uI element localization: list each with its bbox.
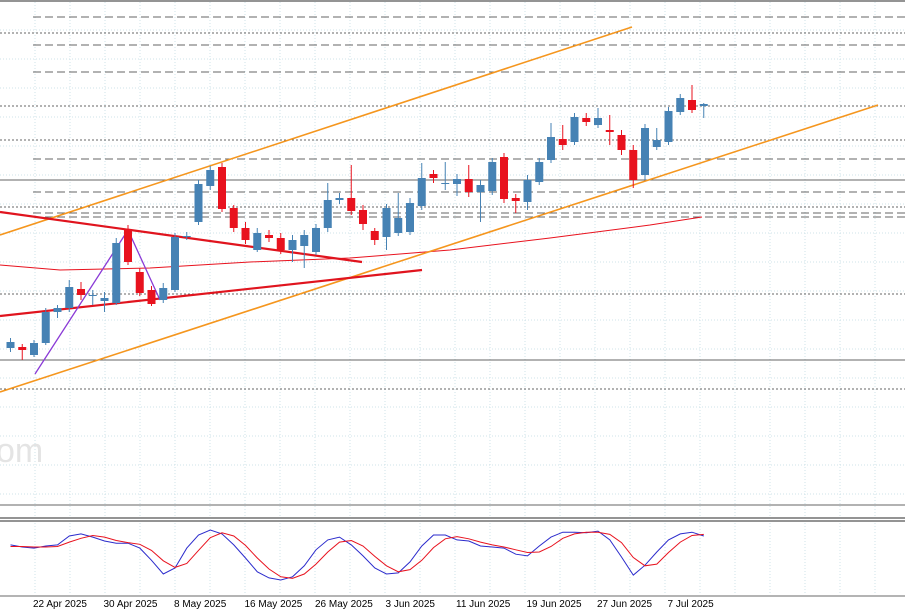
- candle-body: [288, 240, 297, 250]
- chart-decoration: om: [0, 0, 905, 597]
- candle-body: [265, 235, 273, 238]
- candle-body: [406, 203, 414, 232]
- candle-body: [276, 238, 285, 250]
- x-tick-label: 19 Jun 2025: [527, 599, 582, 610]
- candle-body: [6, 342, 15, 348]
- candle-body: [300, 235, 309, 246]
- pattern-line: [34, 228, 161, 375]
- candle-body: [641, 128, 649, 175]
- candle-body: [417, 178, 426, 206]
- candle-body: [135, 272, 144, 293]
- candle-body: [688, 100, 696, 110]
- candle-body: [500, 157, 508, 199]
- candle-body: [547, 137, 555, 160]
- candle-body: [147, 290, 156, 304]
- candle-body: [359, 210, 367, 224]
- x-tick-label: 30 Apr 2025: [104, 599, 158, 610]
- candle-body: [488, 162, 497, 191]
- moving-average: [0, 216, 703, 271]
- candle-body: [523, 180, 532, 202]
- trend-line: [0, 268, 423, 318]
- x-tick-label: 7 Jul 2025: [668, 599, 715, 610]
- candle-body: [241, 228, 250, 240]
- candle-body: [511, 198, 520, 201]
- x-tick-label: 16 May 2025: [245, 599, 303, 610]
- x-tick-label: 3 Jun 2025: [386, 599, 436, 610]
- candle-body: [429, 174, 438, 178]
- candle-body: [464, 179, 473, 192]
- candle-body: [171, 237, 179, 290]
- candle-body: [664, 111, 673, 142]
- watermark: om: [0, 432, 43, 470]
- candle-body: [65, 287, 74, 308]
- candle-body: [312, 228, 320, 252]
- candle-body: [605, 130, 614, 132]
- candle-body: [394, 218, 403, 233]
- candle-body: [182, 236, 191, 237]
- candle-body: [41, 312, 50, 343]
- candle-body: [30, 343, 38, 355]
- candle-body: [370, 231, 379, 240]
- x-tick-label: 26 May 2025: [315, 599, 373, 610]
- x-tick-label: 8 May 2025: [174, 599, 227, 610]
- candle-body: [347, 198, 356, 211]
- candle-body: [159, 288, 168, 300]
- x-tick-label: 22 Apr 2025: [33, 599, 87, 610]
- candle-body: [617, 135, 626, 150]
- candle-body: [676, 98, 685, 112]
- candle-body: [652, 140, 661, 147]
- candle-body: [335, 198, 344, 200]
- candle-body: [441, 183, 450, 184]
- candle-body: [382, 208, 391, 237]
- channel-line: [0, 104, 879, 393]
- candle-body: [194, 184, 203, 222]
- candle-body: [699, 104, 708, 106]
- candle-body: [206, 170, 215, 186]
- x-tick-label: 11 Jun 2025: [456, 599, 511, 610]
- candle-body: [77, 289, 85, 295]
- candle-body: [18, 347, 27, 350]
- candle-body: [582, 118, 591, 122]
- candle-body: [629, 150, 638, 180]
- candle-body: [229, 208, 238, 228]
- oscillator-line: [10, 529, 704, 581]
- candle-body: [124, 229, 132, 262]
- candle-body: [253, 233, 262, 250]
- oscillator-line: [10, 531, 704, 579]
- candle-body: [112, 243, 121, 303]
- candle-body: [570, 117, 579, 142]
- candle-body: [476, 185, 485, 192]
- candle-body: [558, 139, 567, 145]
- channel-line: [0, 26, 633, 236]
- candle-body: [100, 298, 109, 301]
- x-tick-label: 27 Jun 2025: [597, 599, 652, 610]
- candle-body: [594, 118, 602, 125]
- candle-body: [453, 179, 461, 184]
- candle-body: [218, 167, 226, 209]
- candle-body: [53, 308, 62, 312]
- trend-line: [0, 210, 363, 264]
- candle-body: [535, 162, 544, 182]
- candle-body: [323, 200, 332, 228]
- candle-body: [88, 295, 97, 296]
